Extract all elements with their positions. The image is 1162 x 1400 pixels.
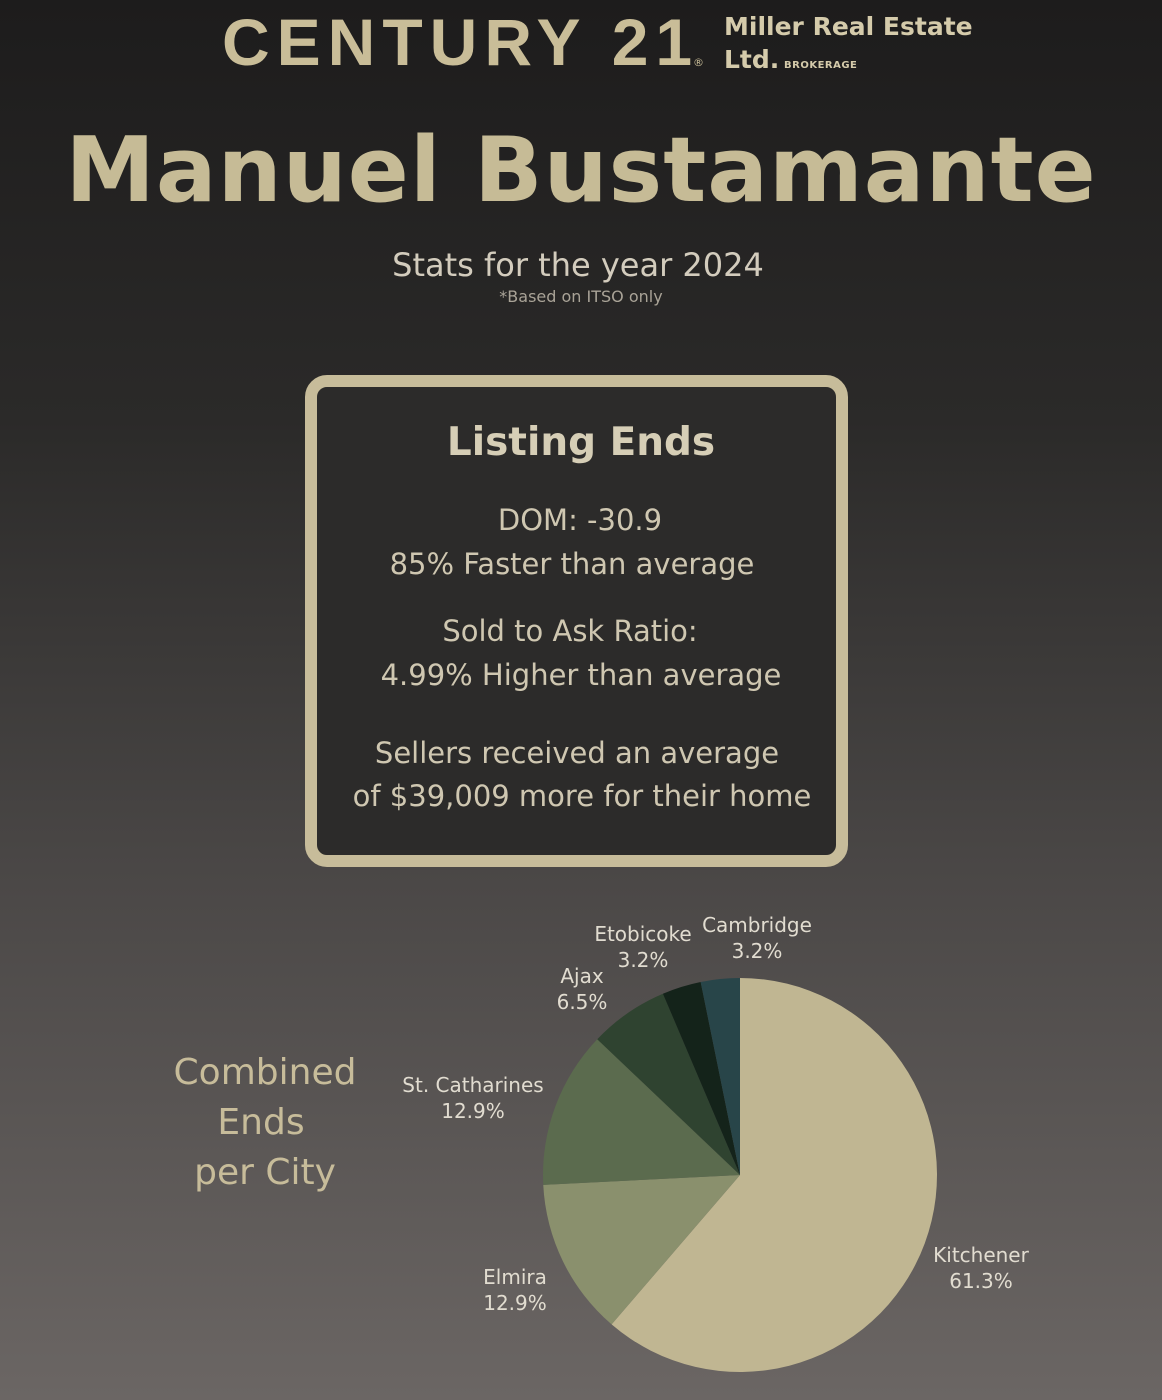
slice-value-kitchener: 61.3% bbox=[949, 1269, 1013, 1293]
slice-label-st-catharines: St. Catharines bbox=[402, 1073, 543, 1097]
slice-label-elmira: Elmira bbox=[483, 1265, 547, 1289]
office-name-line1: Miller Real Estate bbox=[724, 12, 973, 41]
pie-slice-st-catharines bbox=[543, 1039, 740, 1185]
dom-line: DOM: -30.9 bbox=[497, 503, 663, 537]
sellers-line2: of $39,009 more for their home bbox=[352, 779, 812, 813]
pie-caption-line2: Ends bbox=[217, 1102, 305, 1143]
brand-logo-text: CENTURY 21 bbox=[222, 5, 700, 79]
slice-value-cambridge: 3.2% bbox=[732, 939, 783, 963]
brand-header: CENTURY 21 ® Miller Real Estate Ltd. BRO… bbox=[0, 0, 1162, 100]
listing-ends-card bbox=[305, 375, 848, 867]
sellers-line1: Sellers received an average bbox=[374, 736, 780, 770]
stats-note: *Based on ITSO only bbox=[499, 287, 663, 306]
slice-value-ajax: 6.5% bbox=[557, 990, 608, 1014]
pie-slice-ajax bbox=[597, 993, 740, 1175]
pie-slice-etobicoke bbox=[662, 981, 740, 1175]
slice-label-kitchener: Kitchener bbox=[933, 1243, 1029, 1267]
pie-caption-line3: per City bbox=[194, 1152, 336, 1193]
pie-slice-elmira bbox=[543, 1175, 740, 1325]
pie-slice-cambridge bbox=[700, 978, 740, 1175]
office-tag: BROKERAGE bbox=[784, 60, 858, 71]
slice-value-etobicoke: 3.2% bbox=[618, 948, 669, 972]
ratio-line: Sold to Ask Ratio: bbox=[442, 614, 698, 648]
agent-name: Manuel Bustamante bbox=[65, 118, 1097, 223]
slice-label-etobicoke: Etobicoke bbox=[594, 922, 691, 946]
office-name-line2: Ltd. bbox=[724, 45, 780, 74]
slice-value-st-catharines: 12.9% bbox=[441, 1099, 505, 1123]
card-title: Listing Ends bbox=[446, 420, 716, 465]
ratio-compare: 4.99% Higher than average bbox=[380, 658, 782, 692]
pie-caption-line1: Combined bbox=[173, 1052, 357, 1093]
slice-label-cambridge: Cambridge bbox=[702, 913, 812, 937]
stats-title: Stats for the year 2024 bbox=[392, 246, 764, 284]
slice-value-elmira: 12.9% bbox=[483, 1291, 547, 1315]
slice-label-ajax: Ajax bbox=[560, 964, 603, 988]
pie-slice-kitchener bbox=[611, 978, 937, 1372]
registered-mark: ® bbox=[693, 56, 704, 69]
dom-compare: 85% Faster than average bbox=[389, 547, 755, 581]
